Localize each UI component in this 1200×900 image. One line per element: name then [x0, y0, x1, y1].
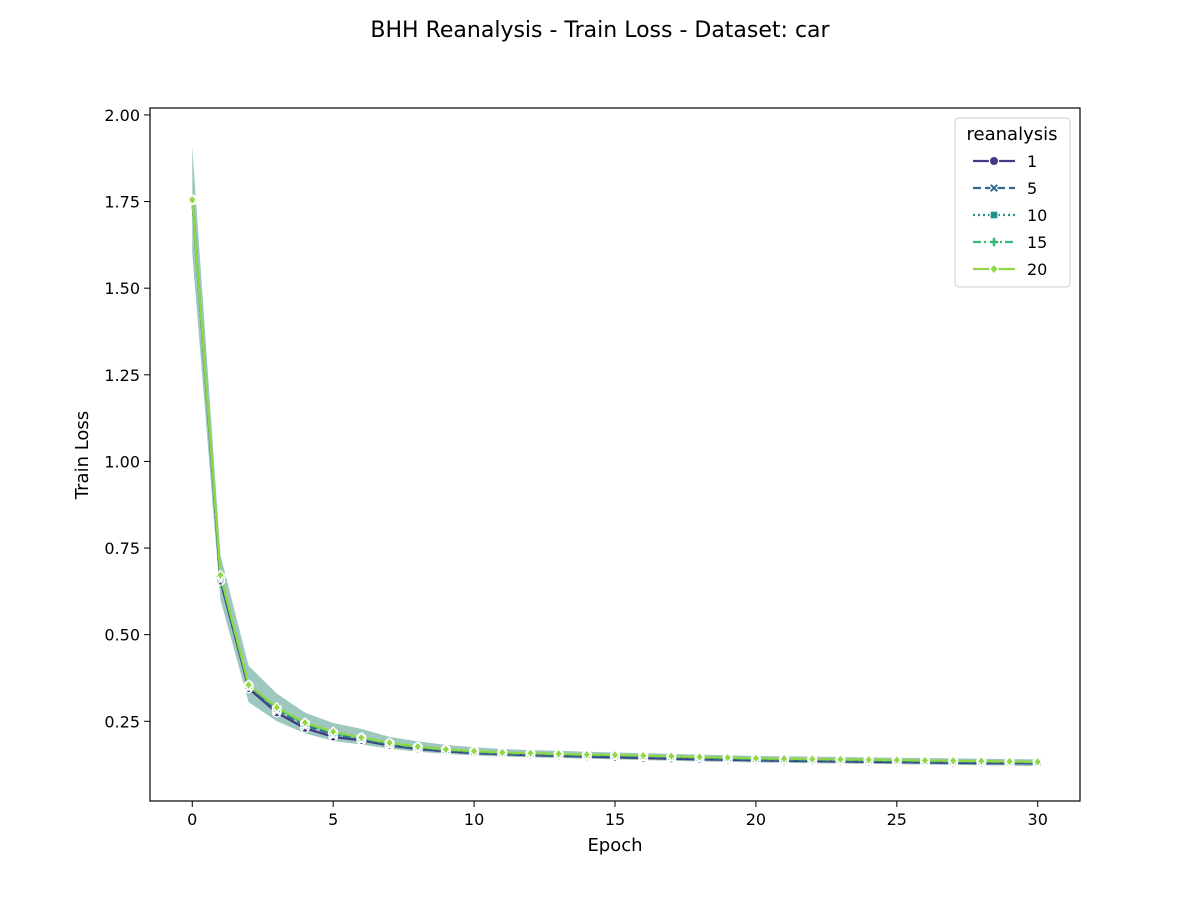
confidence-band-layer	[192, 146, 1038, 767]
data-point	[384, 737, 395, 749]
y-axis-ticks: 0.25 0.50 0.75 1.00 1.25 1.50 1.75 2.00	[104, 106, 150, 731]
legend-marker	[989, 210, 999, 220]
data-point	[920, 754, 930, 767]
data-point	[441, 743, 451, 755]
legend-marker	[989, 262, 999, 276]
legend-item-15: 15	[973, 233, 1047, 252]
chart-title: BHH Reanalysis - Train Loss - Dataset: c…	[370, 18, 830, 43]
plot-frame	[149, 107, 1081, 802]
data-point	[300, 717, 310, 729]
data-point	[948, 755, 958, 767]
data-point	[554, 748, 564, 760]
legend-title: reanalysis	[967, 124, 1058, 145]
series-markers-15	[187, 194, 1043, 768]
x-tick-label: 30	[1028, 810, 1048, 829]
data-point	[638, 750, 648, 762]
data-point	[976, 755, 986, 767]
data-point	[525, 747, 536, 759]
data-point	[892, 754, 902, 766]
series-line-10	[191, 199, 1038, 764]
legend-marker	[988, 182, 1000, 194]
legend-item-20: 20	[973, 260, 1047, 279]
series-line-5	[191, 199, 1038, 764]
x-tick-label: 5	[328, 810, 338, 829]
data-point	[723, 752, 733, 764]
data-point	[694, 751, 705, 763]
y-tick-label: 1.75	[104, 193, 140, 212]
x-tick-label: 20	[746, 810, 766, 829]
series-line-1	[191, 199, 1038, 765]
data-point	[807, 753, 817, 765]
y-tick-label: 1.25	[104, 366, 140, 385]
y-tick-label: 0.50	[104, 626, 140, 645]
data-point	[272, 701, 282, 714]
data-point	[666, 750, 676, 762]
series-markers-layer	[187, 194, 1043, 769]
series-line-20	[191, 199, 1038, 763]
legend-label: 20	[1027, 260, 1047, 279]
x-tick-label: 25	[887, 810, 907, 829]
series-lines-layer	[191, 199, 1038, 765]
legend-marker	[988, 236, 1000, 248]
legend-label: 5	[1027, 179, 1037, 198]
series-markers-10	[188, 195, 1042, 767]
series-line-15	[191, 199, 1038, 764]
data-point	[497, 746, 507, 759]
confidence-band	[192, 146, 1038, 767]
series-markers-5	[187, 194, 1043, 769]
legend-label: 1	[1027, 152, 1037, 171]
y-tick-label: 1.00	[104, 452, 140, 471]
y-tick-label: 2.00	[104, 106, 140, 125]
data-point	[779, 753, 789, 765]
data-point	[1004, 755, 1015, 768]
legend-label: 10	[1027, 206, 1047, 225]
x-axis-ticks: 0 5 10 15 20 25 30	[187, 801, 1048, 829]
y-axis-label: Train Loss	[72, 411, 93, 500]
data-point	[469, 745, 479, 757]
x-tick-label: 15	[605, 810, 625, 829]
data-point	[610, 749, 620, 761]
series-markers-1	[187, 195, 1043, 769]
data-point	[328, 726, 338, 738]
data-point	[413, 741, 423, 753]
legend-marker	[988, 155, 1000, 167]
x-tick-label: 10	[464, 810, 484, 829]
series-markers-20	[187, 194, 1043, 768]
y-tick-label: 0.25	[104, 712, 140, 731]
data-point	[835, 753, 846, 765]
data-point	[864, 754, 874, 766]
data-point	[582, 749, 592, 761]
legend-item-10: 10	[973, 206, 1047, 225]
y-tick-label: 1.50	[104, 279, 140, 298]
data-point	[356, 732, 366, 744]
x-tick-label: 0	[187, 810, 197, 829]
x-axis-label: Epoch	[587, 835, 642, 856]
data-point	[187, 194, 197, 206]
data-point	[215, 569, 226, 581]
data-point	[1033, 756, 1043, 768]
legend-item-1: 1	[973, 152, 1037, 171]
legend-item-5: 5	[973, 179, 1037, 198]
data-point	[244, 679, 254, 691]
y-tick-label: 0.75	[104, 539, 140, 558]
data-point	[751, 752, 761, 764]
legend-label: 15	[1027, 233, 1047, 252]
